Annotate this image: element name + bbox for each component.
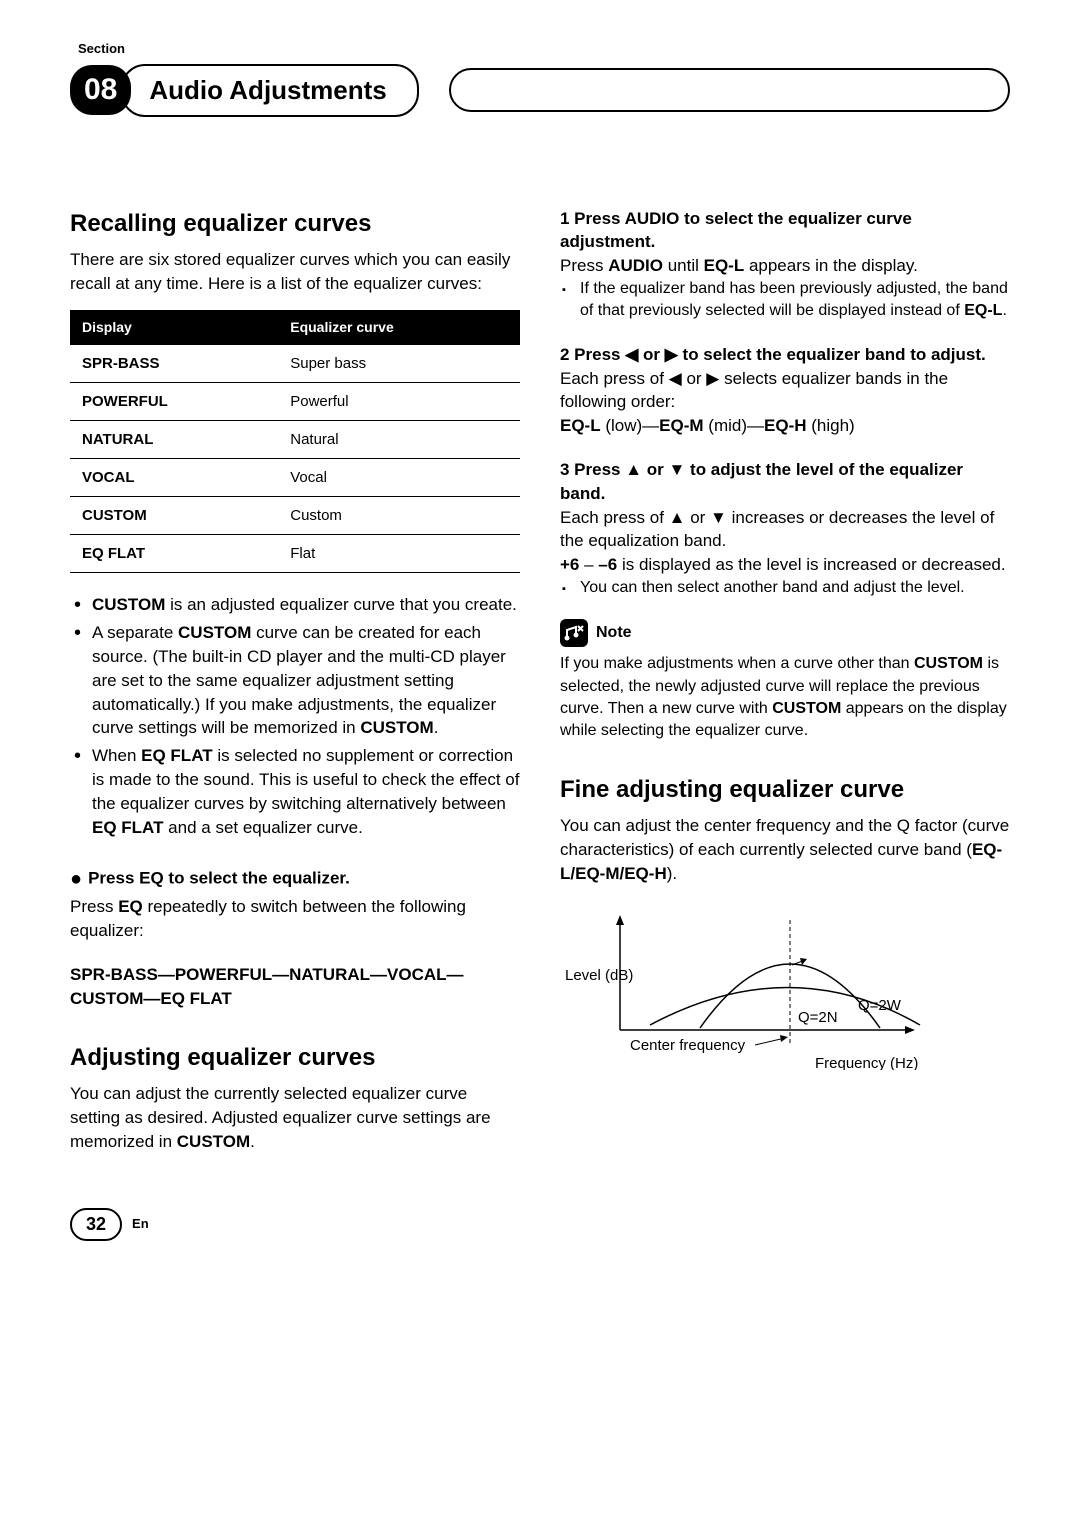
diagram-freq-label: Frequency (Hz) (815, 1055, 918, 1070)
adjust-body: You can adjust the currently selected eq… (70, 1082, 520, 1153)
right-column: 1 Press AUDIO to select the equalizer cu… (560, 207, 1010, 1168)
step-3-sub: You can then select another band and adj… (560, 577, 1010, 599)
left-column: Recalling equalizer curves There are six… (70, 207, 520, 1168)
page-number: 32 (70, 1208, 122, 1241)
table-row: VOCALVocal (70, 459, 520, 497)
diagram-center-label: Center frequency (630, 1037, 746, 1054)
table-row: CUSTOMCustom (70, 497, 520, 535)
table-row: SPR-BASSSuper bass (70, 345, 520, 383)
header-spacer-pill (449, 68, 1010, 112)
equalizer-table: Display Equalizer curve SPR-BASSSuper ba… (70, 310, 520, 574)
note-body: If you make adjustments when a curve oth… (560, 653, 1010, 743)
adjust-heading: Adjusting equalizer curves (70, 1041, 520, 1075)
page-footer: 32 En (70, 1208, 1010, 1241)
page-title: Audio Adjustments (121, 64, 418, 116)
language-label: En (132, 1215, 149, 1233)
table-header-display: Display (70, 310, 278, 346)
list-item: When EQ FLAT is selected no supplement o… (70, 744, 520, 839)
note-label: Note (596, 622, 632, 644)
diagram-q2n-label: Q=2N (798, 1009, 838, 1026)
table-header-curve: Equalizer curve (278, 310, 520, 346)
note-header: Note (560, 619, 1010, 647)
step-1-sub: If the equalizer band has been previousl… (560, 278, 1010, 323)
fine-body: You can adjust the center frequency and … (560, 814, 1010, 885)
table-row: EQ FLATFlat (70, 535, 520, 573)
press-eq-heading: ●Press EQ to select the equalizer. (70, 865, 520, 893)
diagram-q2w-label: Q=2W (858, 997, 902, 1014)
recall-intro: There are six stored equalizer curves wh… (70, 248, 520, 296)
section-number-badge: 08 (70, 65, 131, 115)
list-item: A separate CUSTOM curve can be created f… (70, 621, 520, 740)
recall-bullets: CUSTOM is an adjusted equalizer curve th… (70, 593, 520, 839)
bullet-icon: ● (70, 868, 82, 890)
diagram-level-label: Level (dB) (565, 967, 633, 984)
table-row: POWERFULPowerful (70, 383, 520, 421)
press-eq-body: Press EQ repeatedly to switch between th… (70, 895, 520, 943)
list-item: CUSTOM is an adjusted equalizer curve th… (70, 593, 520, 617)
table-row: NATURALNatural (70, 421, 520, 459)
eq-sequence: SPR-BASS—POWERFUL—NATURAL—VOCAL—CUSTOM—E… (70, 963, 520, 1011)
note-icon (560, 619, 588, 647)
page-header: 08 Audio Adjustments (70, 64, 1010, 116)
fine-heading: Fine adjusting equalizer curve (560, 773, 1010, 807)
section-label: Section (78, 40, 1010, 58)
recall-heading: Recalling equalizer curves (70, 207, 520, 241)
step-1: 1 Press AUDIO to select the equalizer cu… (560, 207, 1010, 323)
q-factor-diagram: Level (dB) Q=2N Q=2W Center frequency Fr… (560, 910, 940, 1070)
step-2: 2 Press ◀ or ▶ to select the equalizer b… (560, 343, 1010, 438)
step-3: 3 Press ▲ or ▼ to adjust the level of th… (560, 458, 1010, 599)
